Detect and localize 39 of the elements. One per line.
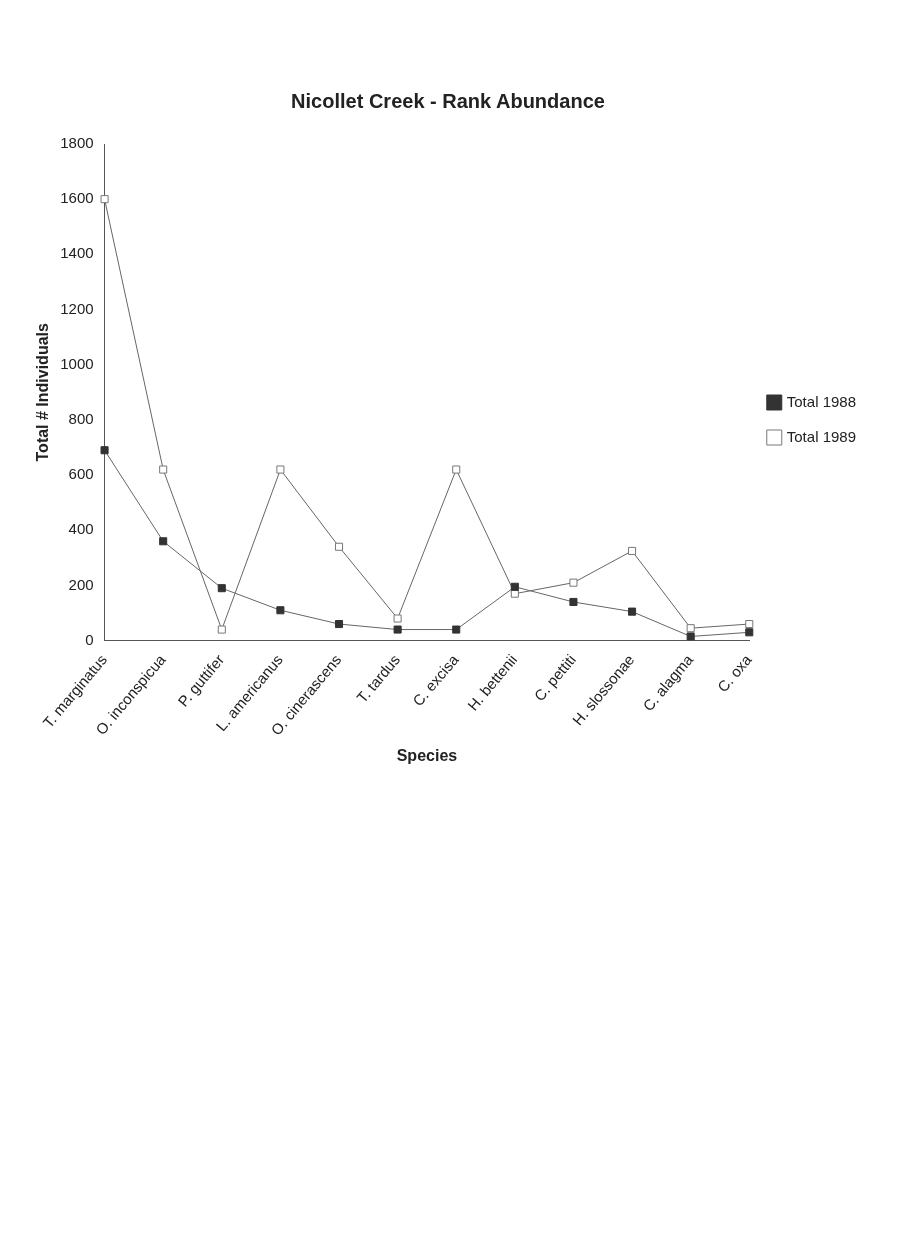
- point: [452, 465, 461, 474]
- y-axis-title: Total # Individuals: [34, 323, 52, 462]
- point: [217, 584, 226, 593]
- point: [686, 632, 695, 641]
- point: [276, 606, 285, 615]
- y-tick-label: 1200: [60, 299, 94, 317]
- y-tick-label: 1400: [60, 244, 94, 262]
- point: [452, 625, 461, 634]
- legend-label: Total 1988: [786, 392, 857, 410]
- point: [628, 607, 637, 616]
- point: [745, 628, 754, 637]
- y-tick-label: 200: [68, 575, 94, 593]
- y-tick-label: 400: [68, 520, 94, 538]
- point: [334, 542, 344, 551]
- point: [745, 620, 754, 629]
- point: [628, 546, 637, 555]
- point: [276, 465, 285, 474]
- point: [334, 620, 344, 629]
- y-tick-label: 600: [68, 465, 94, 483]
- chart-title: Nicollet Creek - Rank Abundance: [291, 89, 605, 112]
- y-tick-label: 1000: [60, 354, 94, 372]
- legend-label: Total 1989: [786, 427, 857, 445]
- point: [100, 446, 109, 455]
- point: [100, 195, 109, 204]
- x-axis-title: Species: [396, 746, 458, 764]
- y-tick-label: 1800: [60, 134, 94, 152]
- point: [393, 614, 402, 623]
- point: [686, 624, 695, 633]
- point: [393, 625, 402, 634]
- point: [217, 625, 226, 634]
- point: [569, 578, 578, 587]
- y-tick-label: 1600: [60, 189, 94, 207]
- point: [510, 582, 519, 591]
- y-tick-label: 800: [68, 410, 94, 428]
- y-tick-label: 0: [85, 630, 94, 648]
- point: [159, 465, 168, 474]
- point: [159, 537, 168, 546]
- x-tick-label: C. oxa: [713, 650, 756, 696]
- point: [569, 597, 578, 607]
